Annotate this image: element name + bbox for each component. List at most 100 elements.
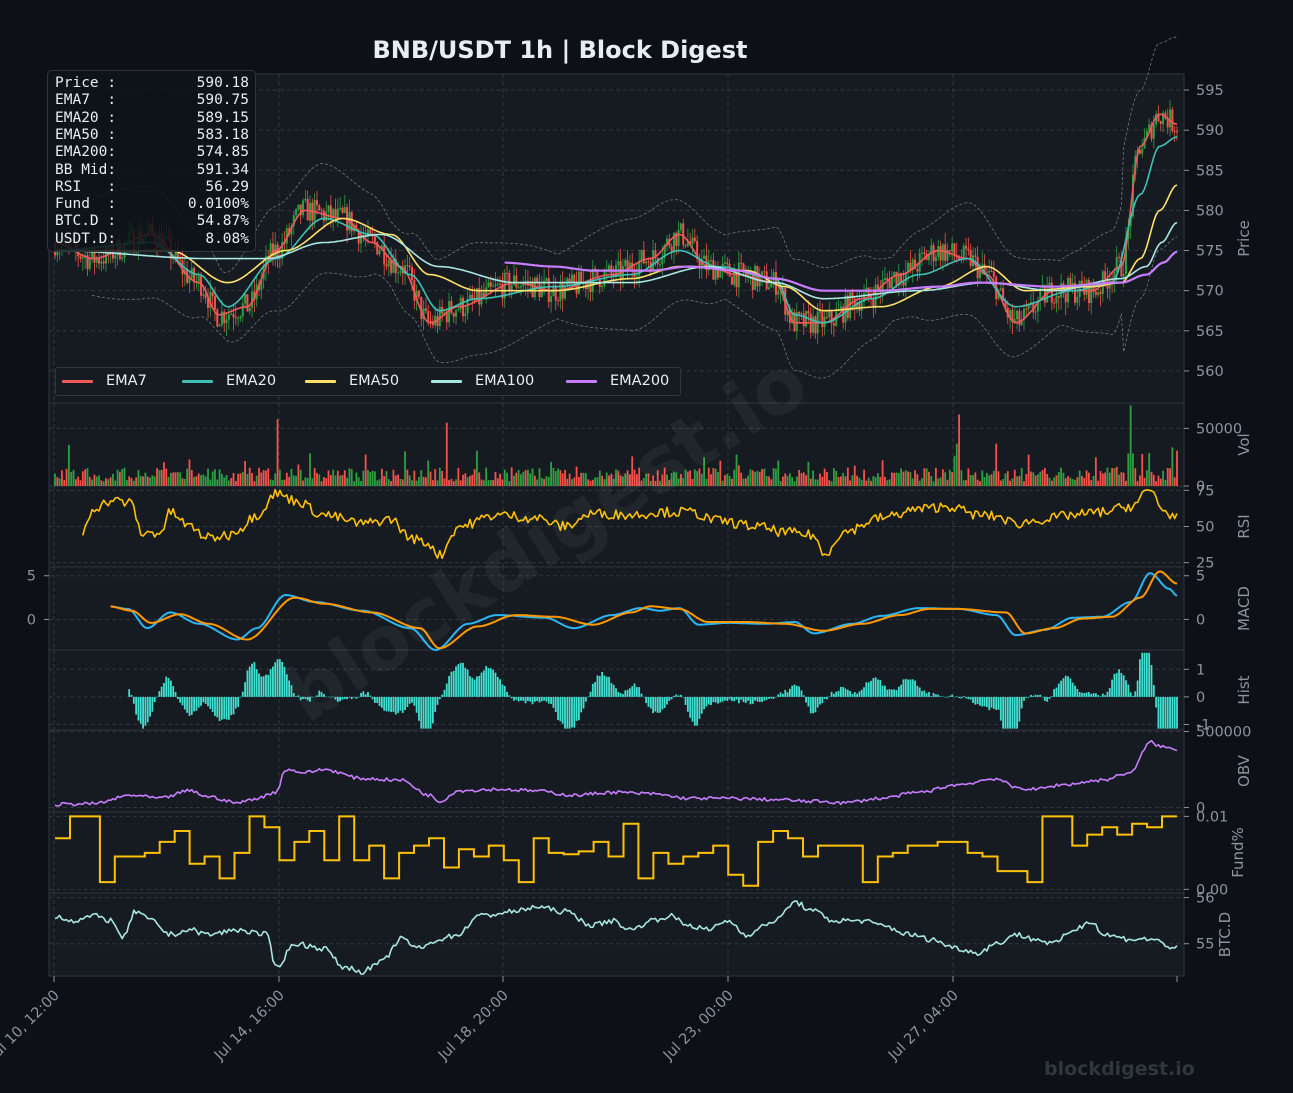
hist-bar <box>1046 696 1049 702</box>
info-key: Price : <box>55 75 117 91</box>
candle-body <box>1025 308 1028 310</box>
volume-bar <box>343 470 346 486</box>
hist-bar <box>1101 693 1104 697</box>
volume-bar <box>999 480 1002 486</box>
hist-bar <box>397 696 399 713</box>
hist-bar <box>633 683 636 697</box>
candle-body <box>670 246 673 252</box>
volume-bar <box>663 467 666 486</box>
candle-body <box>360 235 362 244</box>
volume-bar <box>262 470 265 486</box>
hist-bar <box>997 696 1000 710</box>
volume-bar <box>130 477 133 486</box>
volume-bar <box>635 474 638 486</box>
volume-bar <box>921 478 923 486</box>
candle-body <box>1169 109 1172 128</box>
volume-bar <box>183 479 186 486</box>
hist-bar <box>371 696 374 700</box>
hist-bar <box>327 696 330 698</box>
hist-bar <box>1148 652 1151 697</box>
candle-body <box>1013 319 1016 323</box>
volume-bar <box>735 454 738 486</box>
hist-bar <box>696 696 699 726</box>
candle-body <box>953 243 956 256</box>
hist-bar <box>538 696 541 703</box>
candle-body <box>951 243 954 252</box>
volume-bar <box>320 481 323 486</box>
volume-bar <box>638 467 641 486</box>
candle-body <box>1171 109 1174 131</box>
y-axis-label: MACD <box>1235 586 1253 631</box>
hist-bar <box>1108 688 1111 697</box>
volume-bar <box>960 470 963 486</box>
legend-swatch <box>566 380 597 383</box>
info-key: RSI : <box>55 178 117 195</box>
candle-body <box>536 277 539 283</box>
hist-bar <box>863 687 865 697</box>
volume-bar <box>448 479 450 486</box>
volume-bar <box>724 475 726 486</box>
volume-bar <box>237 473 240 486</box>
hist-bar <box>163 682 165 697</box>
hist-bar <box>524 696 527 704</box>
hist-bar <box>378 696 381 707</box>
candle-body <box>647 261 650 263</box>
volume-bar <box>517 470 520 486</box>
candle-body <box>617 261 620 266</box>
volume-bar <box>995 443 998 486</box>
volume-bar <box>742 478 745 486</box>
volume-bar <box>624 473 627 486</box>
volume-bar <box>1108 472 1111 486</box>
volume-bar <box>258 467 260 486</box>
hist-bar <box>142 696 144 729</box>
volume-bar <box>278 469 281 486</box>
candle-body <box>494 284 497 287</box>
hist-bar <box>160 686 163 697</box>
hist-bar <box>1088 692 1090 697</box>
volume-bar <box>605 472 608 486</box>
candle-body <box>341 207 344 213</box>
volume-bar <box>232 472 235 486</box>
hist-bar <box>805 696 807 703</box>
candle-body <box>1046 288 1049 303</box>
volume-bar <box>200 475 202 486</box>
volume-bar <box>802 472 805 486</box>
volume-bar <box>550 461 552 486</box>
candle-body <box>290 225 293 235</box>
hist-bar <box>758 696 761 702</box>
volume-bar <box>965 480 967 486</box>
volume-bar <box>376 480 379 486</box>
hist-bar <box>601 671 603 697</box>
hist-bar <box>661 696 664 710</box>
volume-bar <box>543 479 546 486</box>
volume-bar <box>248 467 251 486</box>
hist-bar <box>712 696 715 703</box>
hist-bar <box>223 696 226 719</box>
hist-bar <box>1083 693 1086 697</box>
hist-bar <box>819 696 821 705</box>
volume-bar <box>754 471 756 486</box>
candle-body <box>564 286 566 299</box>
hist-bar <box>802 695 805 697</box>
volume-bar <box>341 475 344 486</box>
hist-bar <box>253 662 256 697</box>
volume-bar <box>77 476 80 486</box>
hist-bar <box>1020 696 1023 709</box>
volume-bar <box>596 477 599 486</box>
hist-bar <box>793 684 796 697</box>
hist-bar <box>705 696 708 707</box>
candle-body <box>322 210 325 221</box>
hist-bar <box>1002 696 1005 729</box>
candle-body <box>220 311 223 325</box>
hist-bar <box>320 692 323 697</box>
volume-bar <box>401 479 404 486</box>
candle-body <box>638 260 641 276</box>
volume-bar <box>826 472 828 486</box>
hist-bar <box>132 696 135 704</box>
volume-bar <box>770 479 773 486</box>
hist-bar <box>582 696 585 709</box>
volume-bar <box>1106 467 1109 486</box>
info-row: BTC.D : 54.87% <box>55 213 249 230</box>
volume-bar <box>1101 473 1104 486</box>
volume-bar <box>696 471 699 486</box>
